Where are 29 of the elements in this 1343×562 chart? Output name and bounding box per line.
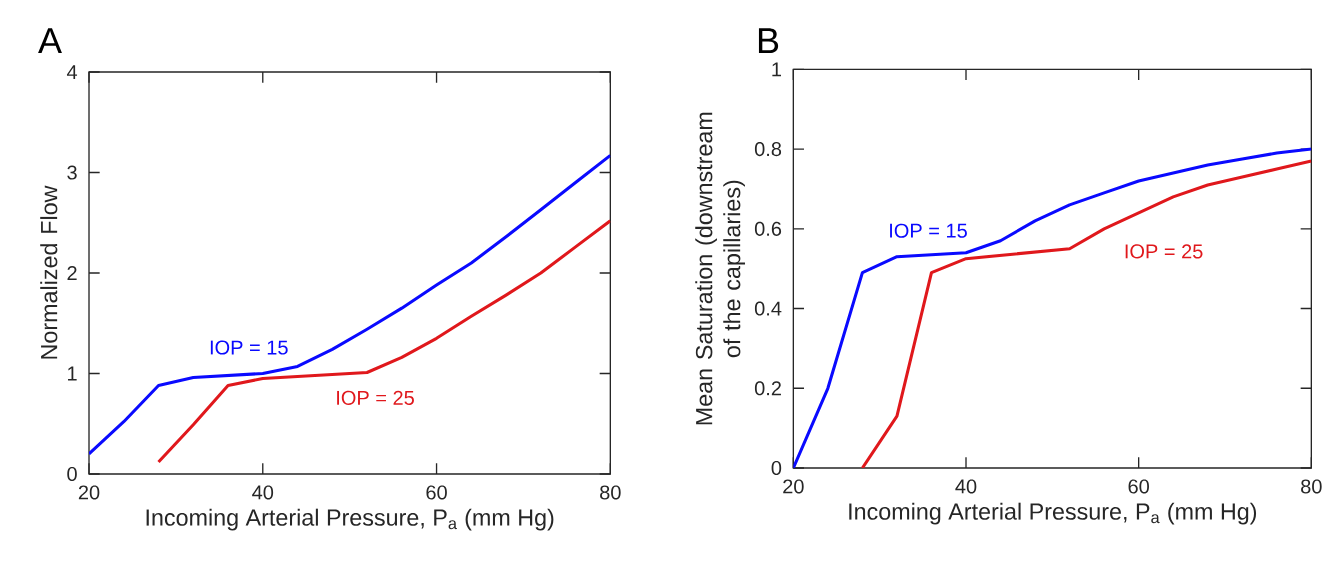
y-tick-label: 3 <box>67 165 77 180</box>
y-tick-label: 0.6 <box>754 221 782 236</box>
y-tick-label: 0.8 <box>754 141 782 157</box>
y-tick-label: 0 <box>67 466 77 482</box>
x-tick-label: 60 <box>426 485 447 500</box>
x-axis-title: Incoming Arterial Pressure, P$_{a}$ (mm Hg) <box>849 502 1257 525</box>
x-tick-label: 80 <box>1301 479 1322 494</box>
chart-title: A <box>38 28 62 54</box>
y-tick-label: 0.2 <box>754 381 781 396</box>
y-axis-title: Normalized Flow <box>40 185 58 359</box>
x-tick-label: 60 <box>1128 479 1149 494</box>
y-tick-label: 0 <box>771 460 782 476</box>
x-tick-label: 40 <box>955 479 977 494</box>
y-tick-label: 1 <box>772 62 781 77</box>
x-tick-label: 80 <box>600 485 621 500</box>
x-tick-label: 20 <box>78 485 100 500</box>
x-tick-label: 20 <box>783 479 804 494</box>
series-label: IOP = 15 <box>890 223 967 238</box>
series-label: IOP = 25 <box>1125 244 1203 259</box>
y-tick-label: 0.4 <box>754 301 782 316</box>
x-axis-title: Incoming Arterial Pressure, P$_{a}$ (mm Hg) <box>146 508 554 531</box>
chart-title: B <box>758 28 779 54</box>
x-tick-label: 40 <box>252 485 274 500</box>
series-label: IOP = 25 <box>337 390 414 405</box>
y-axis-title: Mean Saturation (downstream of the capillaries) <box>695 112 746 425</box>
y-tick-label: 1 <box>68 366 77 381</box>
y-tick-label: 2 <box>67 266 77 280</box>
series-label: IOP = 15 <box>210 340 288 355</box>
y-tick-label: 4 <box>66 65 78 79</box>
